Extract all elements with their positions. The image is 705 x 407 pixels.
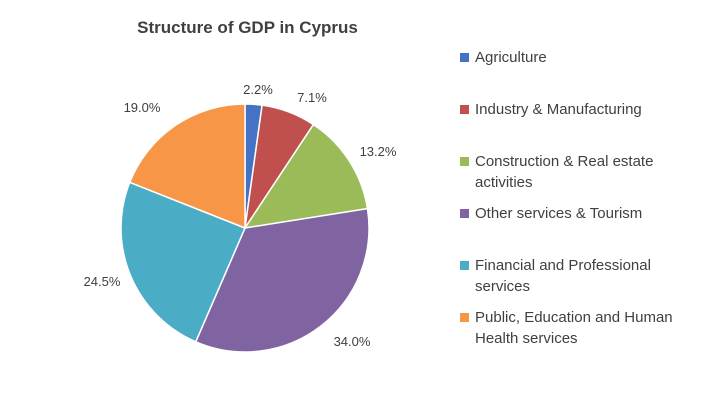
pie-slice-4 [194,207,370,353]
legend-label-5: Financial and Professional services [475,257,651,295]
legend-swatch-4 [460,209,469,218]
legend-swatch-5 [460,261,469,270]
slice-percent-label-2: 7.1% [297,90,327,105]
legend-item-6: Public, Education and Human Health servi… [460,307,690,349]
chart-title: Structure of GDP in Cyprus [137,18,358,37]
legend-item-1: Agriculture [460,47,700,68]
legend-swatch-2 [460,105,469,114]
legend-swatch-6 [460,313,469,322]
legend-label-6: Public, Education and Human Health servi… [475,309,673,347]
slice-percent-label-6: 19.0% [124,100,161,115]
slice-percent-label-4: 34.0% [334,334,371,349]
legend-swatch-3 [460,157,469,166]
legend-label-1: Agriculture [475,49,547,66]
legend-label-4: Other services & Tourism [475,205,643,222]
pie-slice-5 [120,181,246,343]
slice-percent-label-1: 2.2% [243,82,273,97]
legend-item-2: Industry & Manufacturing [460,99,700,120]
legend-label-2: Industry & Manufacturing [475,101,642,118]
pie-slice-6 [128,103,246,230]
legend-item-4: Other services & Tourism [460,203,700,224]
slice-percent-label-5: 24.5% [84,274,121,289]
legend-item-3: Construction & Real estate activities [460,151,660,193]
legend-item-5: Financial and Professional services [460,255,660,297]
pie-slice-3 [243,123,369,230]
legend-swatch-1 [460,53,469,62]
legend: Agriculture Industry & Manufacturing Const… [460,0,700,407]
legend-label-3: Construction & Real estate activities [475,153,654,191]
slice-percent-label-3: 13.2% [360,144,397,159]
